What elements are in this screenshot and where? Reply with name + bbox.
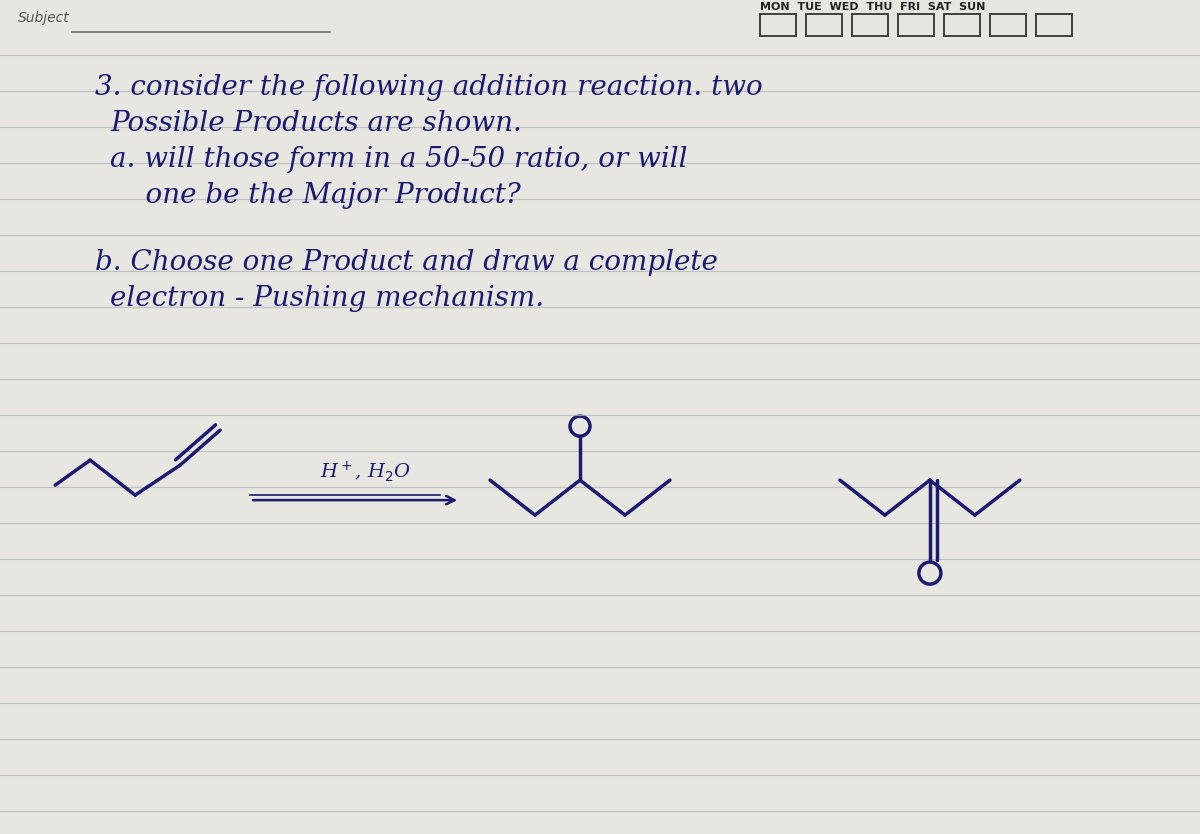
- Text: electron - Pushing mechanism.: electron - Pushing mechanism.: [110, 285, 545, 312]
- Bar: [1036, 14, 1072, 37]
- Text: MON  TUE  WED  THU  FRI  SAT  SUN: MON TUE WED THU FRI SAT SUN: [760, 3, 985, 13]
- Bar: [806, 14, 842, 37]
- Text: a. will those form in a 50-50 ratio, or will: a. will those form in a 50-50 ratio, or …: [110, 146, 688, 173]
- Bar: [944, 14, 980, 37]
- Bar: [760, 14, 796, 37]
- Text: 3. consider the following addition reaction. two: 3. consider the following addition react…: [95, 74, 763, 101]
- Text: Subject: Subject: [18, 12, 70, 25]
- Text: b. Choose one Product and draw a complete: b. Choose one Product and draw a complet…: [95, 249, 718, 276]
- Text: one be the Major Product?: one be the Major Product?: [110, 182, 521, 209]
- Bar: [898, 14, 934, 37]
- Bar: [852, 14, 888, 37]
- Text: H$^+$, H$_2$O: H$^+$, H$_2$O: [320, 460, 412, 484]
- Bar: [990, 14, 1026, 37]
- Text: Possible Products are shown.: Possible Products are shown.: [110, 110, 522, 138]
